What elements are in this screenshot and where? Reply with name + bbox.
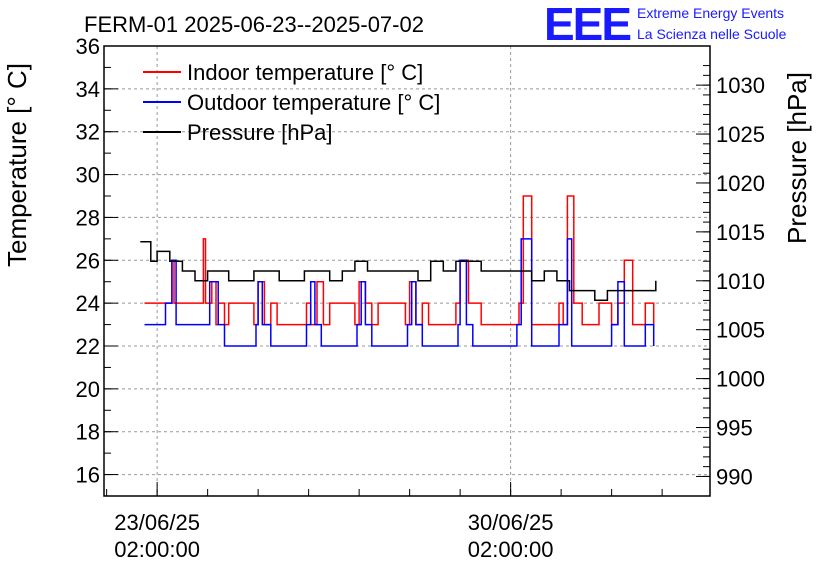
- y-tick-label: 36: [76, 34, 100, 59]
- y2-tick-label: 1015: [716, 220, 765, 245]
- series-lines: [140, 195, 657, 347]
- legend-label-pressure: Pressure [hPa]: [187, 120, 333, 145]
- y-tick-label: 28: [76, 205, 100, 230]
- x-tick-label-date: 23/06/25: [114, 510, 200, 535]
- legend: Indoor temperature [° C] Outdoor tempera…: [143, 60, 440, 145]
- eee-logo-line1: Extreme Energy Events: [637, 5, 784, 21]
- y2-tick-label: 995: [716, 416, 753, 441]
- y2-tick-label: 1005: [716, 318, 765, 343]
- y-axis-title: Temperature [° C]: [2, 63, 32, 267]
- series-outdoor-temperature: [144, 238, 655, 347]
- y2-tick-label: 1000: [716, 367, 765, 392]
- y2-tick-label: 990: [716, 464, 753, 489]
- y2-tick-label: 1030: [716, 73, 765, 98]
- y2-axis-title: Pressure [hPa]: [782, 72, 812, 244]
- chart-title: FERM-01 2025-06-23--2025-07-02: [84, 12, 424, 37]
- eee-logo-mark: EEE: [544, 0, 630, 50]
- y-tick-label: 22: [76, 334, 100, 359]
- eee-logo: EEE Extreme Energy Events La Scienza nel…: [544, 0, 787, 50]
- y-tick-label: 18: [76, 420, 100, 445]
- legend-label-indoor: Indoor temperature [° C]: [187, 60, 423, 85]
- y-tick-label: 34: [76, 77, 100, 102]
- y2-tick-label: 1020: [716, 171, 765, 196]
- y-tick-label: 30: [76, 163, 100, 188]
- y-tick-label: 16: [76, 463, 100, 488]
- x-tick-label-time: 02:00:00: [114, 537, 200, 562]
- y-tick-label: 32: [76, 120, 100, 145]
- y2-tick-label: 1010: [716, 269, 765, 294]
- legend-label-outdoor: Outdoor temperature [° C]: [187, 90, 440, 115]
- x-tick-label-date: 30/06/25: [468, 510, 554, 535]
- y-tick-label: 24: [76, 291, 100, 316]
- y2-tick-label: 1025: [716, 122, 765, 147]
- eee-logo-line2: La Scienza nelle Scuole: [637, 26, 787, 42]
- y-tick-label: 20: [76, 377, 100, 402]
- x-tick-label-time: 02:00:00: [468, 537, 554, 562]
- y-tick-label: 26: [76, 248, 100, 273]
- series-pressure: [140, 240, 657, 302]
- axes: 16 18 20 22 24 26 28 30 32 34 36 990 995 1000 1005 1010…: [76, 34, 765, 562]
